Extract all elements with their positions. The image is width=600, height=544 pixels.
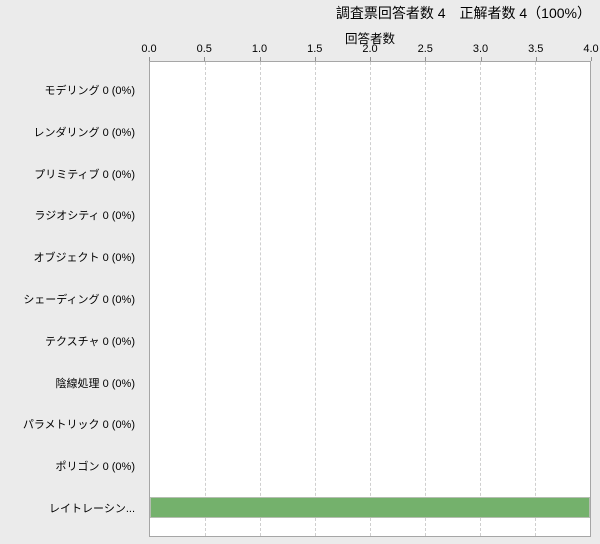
bar-rows — [150, 62, 590, 536]
x-tick-label: 2.5 — [417, 43, 433, 55]
gridlines — [150, 62, 590, 536]
category-label: レンダリング 0 (0%) — [33, 126, 135, 139]
chart-title: 回答者数 — [344, 32, 395, 46]
bar-row — [150, 361, 590, 403]
x-tick-label: 1.5 — [307, 43, 323, 55]
bar-row — [150, 112, 590, 154]
bar-row — [150, 445, 590, 487]
category-label: プリミティブ 0 (0%) — [34, 168, 135, 181]
category-label: モデリング 0 (0%) — [44, 84, 135, 97]
x-tick-label: 3.5 — [528, 43, 544, 55]
category-label: レイトレーシン... — [49, 503, 135, 516]
category-label: シェーディング 0 (0%) — [23, 293, 135, 306]
x-tick-label: 0.0 — [141, 43, 157, 55]
category-axis: モデリング 0 (0%) レンダリング 0 (0%) プリミティブ 0 (0%)… — [0, 61, 142, 537]
bar-row — [150, 237, 590, 279]
category-label: オブジェクト 0 (0%) — [33, 252, 135, 265]
bar-row — [150, 195, 590, 237]
x-axis-tick-labels: 0.0 0.5 1.0 1.5 2.0 2.5 3.0 3.5 4.0 — [141, 43, 598, 57]
bar-row — [150, 278, 590, 320]
x-axis-tick-marks — [149, 57, 592, 61]
bar-row — [150, 70, 590, 112]
category-label: ポリゴン 0 (0%) — [55, 461, 135, 474]
bar-row — [150, 486, 590, 528]
category-label: ラジオシティ 0 (0%) — [34, 210, 135, 223]
category-label: 陰線処理 0 (0%) — [55, 377, 135, 390]
plot-area — [149, 61, 591, 537]
bar-row — [150, 403, 590, 445]
category-label: パラメトリック 0 (0%) — [22, 419, 135, 432]
x-tick-label: 0.5 — [196, 43, 212, 55]
x-tick-label: 2.0 — [362, 43, 378, 55]
x-tick-label: 1.0 — [251, 43, 268, 55]
bar-row — [150, 153, 590, 195]
x-tick-label: 4.0 — [583, 43, 599, 55]
bar — [150, 496, 590, 518]
survey-summary-text: 調査票回答者数 4 正解者数 4（100%） — [335, 5, 591, 21]
category-label: テクスチャ 0 (0%) — [44, 335, 135, 348]
x-tick-label: 3.0 — [472, 43, 489, 55]
bar-row — [150, 320, 590, 362]
